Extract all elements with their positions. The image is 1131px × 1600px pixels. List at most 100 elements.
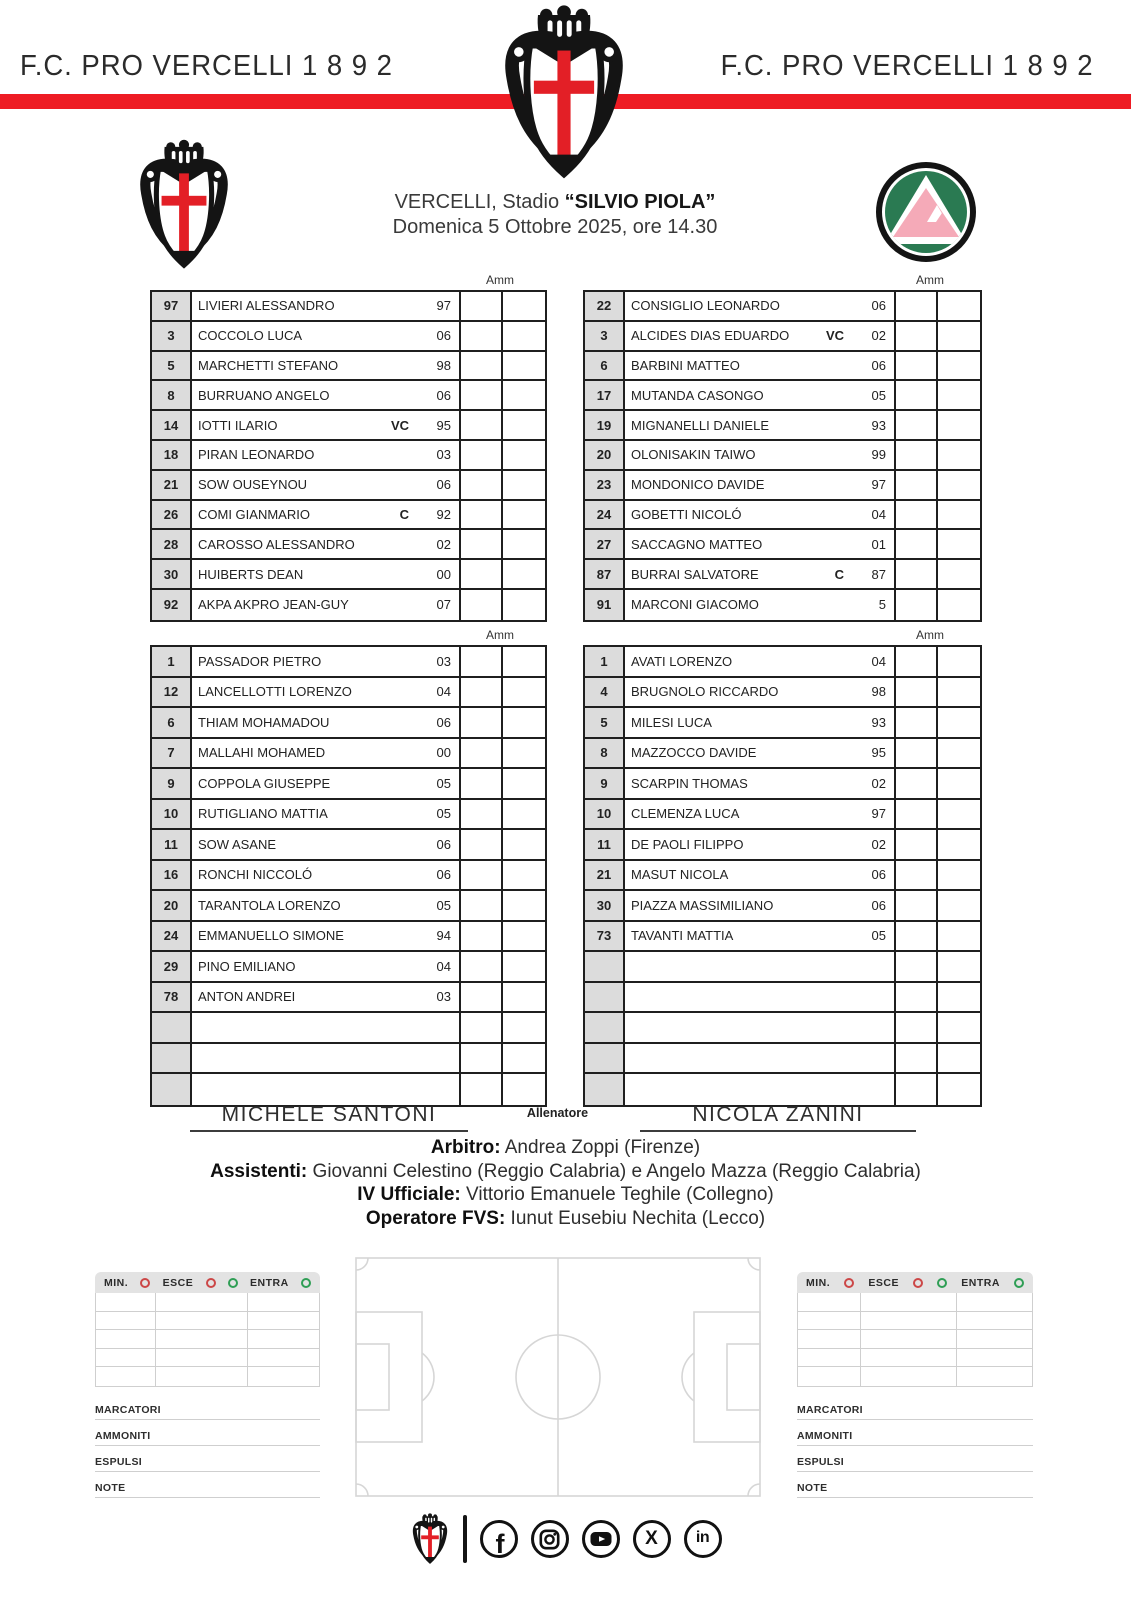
amm-cell <box>461 411 503 441</box>
player-name-cell: COCCOLO LUCA 06 <box>192 321 461 352</box>
player-out-icon <box>140 1277 151 1288</box>
player-number: 12 <box>152 677 192 708</box>
player-name-cell: SCARPIN THOMAS 02 <box>625 769 896 800</box>
amm-cell <box>503 769 545 800</box>
player-birth-year: 87 <box>871 566 886 582</box>
notes-field-marcatori: MARCATORI <box>95 1394 320 1420</box>
player-number: 29 <box>152 952 192 983</box>
amm-cell <box>461 560 503 590</box>
captain-marker: VC <box>390 417 409 433</box>
amm-cell <box>938 1044 980 1074</box>
sub-cell <box>96 1348 157 1368</box>
player-number <box>585 1013 625 1044</box>
player-birth-year: 06 <box>436 714 451 730</box>
player-birth-year: 95 <box>436 417 451 433</box>
notes-field-note: NOTE <box>95 1472 320 1498</box>
amm-cell <box>938 411 980 441</box>
amm-cell <box>938 739 980 769</box>
player-name: CLEMENZA LUCA <box>631 806 740 822</box>
sub-cell <box>96 1311 157 1331</box>
amm-cell <box>461 321 503 352</box>
facebook-icon[interactable]: f <box>479 1520 518 1558</box>
amm-cell <box>896 860 938 891</box>
official-name: Iunut Eusebiu Nechita (Lecco) <box>505 1207 766 1229</box>
player-number: 5 <box>585 708 625 739</box>
away-substitutions-panel: MIN. ESCE ENTRA MARCATORI AMMONITI ESPULSI… <box>797 1272 1033 1498</box>
sub-cell <box>156 1293 248 1312</box>
amm-cell <box>938 922 980 952</box>
official-role-label: Arbitro: <box>430 1137 501 1158</box>
player-name-cell: CLEMENZA LUCA 97 <box>625 799 896 830</box>
amm-cell <box>938 560 980 590</box>
player-name-cell: ANTON ANDREI 03 <box>192 982 461 1013</box>
player-birth-year: 05 <box>436 897 451 913</box>
player-name-cell: BURRUANO ANGELO 06 <box>192 381 461 412</box>
player-number: 87 <box>585 560 625 590</box>
sub-cell <box>798 1348 862 1368</box>
amm-cell <box>461 1043 503 1074</box>
player-name: LIVIERI ALESSANDRO <box>198 298 335 314</box>
official-line: Assistenti: Giovanni Celestino (Reggio C… <box>0 1160 1131 1184</box>
player-number: 3 <box>585 321 625 352</box>
player-name-cell: TARANTOLA LORENZO 05 <box>192 891 461 922</box>
player-number <box>585 1043 625 1074</box>
player-name-cell: MILESI LUCA 93 <box>625 708 896 739</box>
sub-cell <box>248 1367 319 1386</box>
home-sub-grid <box>95 1293 320 1387</box>
player-number: 30 <box>152 560 192 590</box>
youtube-icon[interactable] <box>581 1520 620 1558</box>
sub-cell <box>861 1367 958 1386</box>
amm-cell <box>938 800 980 830</box>
player-name: IOTTI ILARIO <box>198 417 278 433</box>
player-birth-year: 06 <box>871 298 886 314</box>
player-name: SOW OUSEYNOU <box>198 477 308 493</box>
sub-cell <box>247 1293 319 1312</box>
football-pitch-diagram <box>355 1257 761 1497</box>
amm-cell <box>896 952 938 983</box>
amm-cell <box>503 922 545 952</box>
amm-cell <box>896 799 938 830</box>
amm-cell <box>896 381 938 412</box>
pro-vercelli-crest-home <box>133 137 235 273</box>
player-number: 3 <box>152 321 192 352</box>
player-number: 8 <box>585 738 625 769</box>
pro-vercelli-crest-center <box>488 4 640 182</box>
amm-cell <box>896 411 938 441</box>
player-name: PIRAN LEONARDO <box>198 447 315 463</box>
player-number: 9 <box>585 769 625 800</box>
amm-cell <box>461 589 503 620</box>
amm-cell <box>938 381 980 412</box>
player-birth-year: 03 <box>436 989 451 1005</box>
entra-column-label: ENTRA <box>961 1276 1000 1289</box>
player-name: MALLAHI MOHAMED <box>198 745 326 761</box>
amm-cell <box>461 921 503 952</box>
sub-cell <box>861 1330 958 1349</box>
amm-cell <box>461 351 503 382</box>
player-out-icon <box>205 1277 216 1288</box>
amm-cell <box>503 1013 545 1044</box>
amm-cell <box>938 830 980 861</box>
player-in-icon <box>937 1277 948 1288</box>
amm-cell <box>896 982 938 1013</box>
player-birth-year: 06 <box>436 836 451 852</box>
instagram-icon[interactable] <box>530 1520 569 1558</box>
sub-cell <box>156 1348 248 1368</box>
venue-line: VERCELLI, Stadio “SILVIO PIOLA” <box>320 190 790 215</box>
notes-field-marcatori: MARCATORI <box>797 1394 1033 1420</box>
player-name: HUIBERTS DEAN <box>198 566 304 582</box>
player-name: AVATI LORENZO <box>631 653 733 669</box>
player-birth-year: 93 <box>871 417 886 433</box>
linkedin-icon[interactable]: in <box>683 1520 722 1558</box>
player-number: 78 <box>152 982 192 1013</box>
amm-cell <box>503 861 545 891</box>
sub-cell <box>156 1367 248 1386</box>
player-number: 20 <box>585 440 625 471</box>
player-birth-year: 01 <box>871 536 886 552</box>
player-name-cell <box>192 1074 461 1105</box>
amm-cell <box>938 983 980 1013</box>
player-number: 7 <box>152 738 192 769</box>
player-number: 26 <box>152 500 192 531</box>
player-name-cell: COPPOLA GIUSEPPE 05 <box>192 769 461 800</box>
footer-divider <box>462 1515 467 1563</box>
x-twitter-icon[interactable]: X <box>632 1520 671 1558</box>
